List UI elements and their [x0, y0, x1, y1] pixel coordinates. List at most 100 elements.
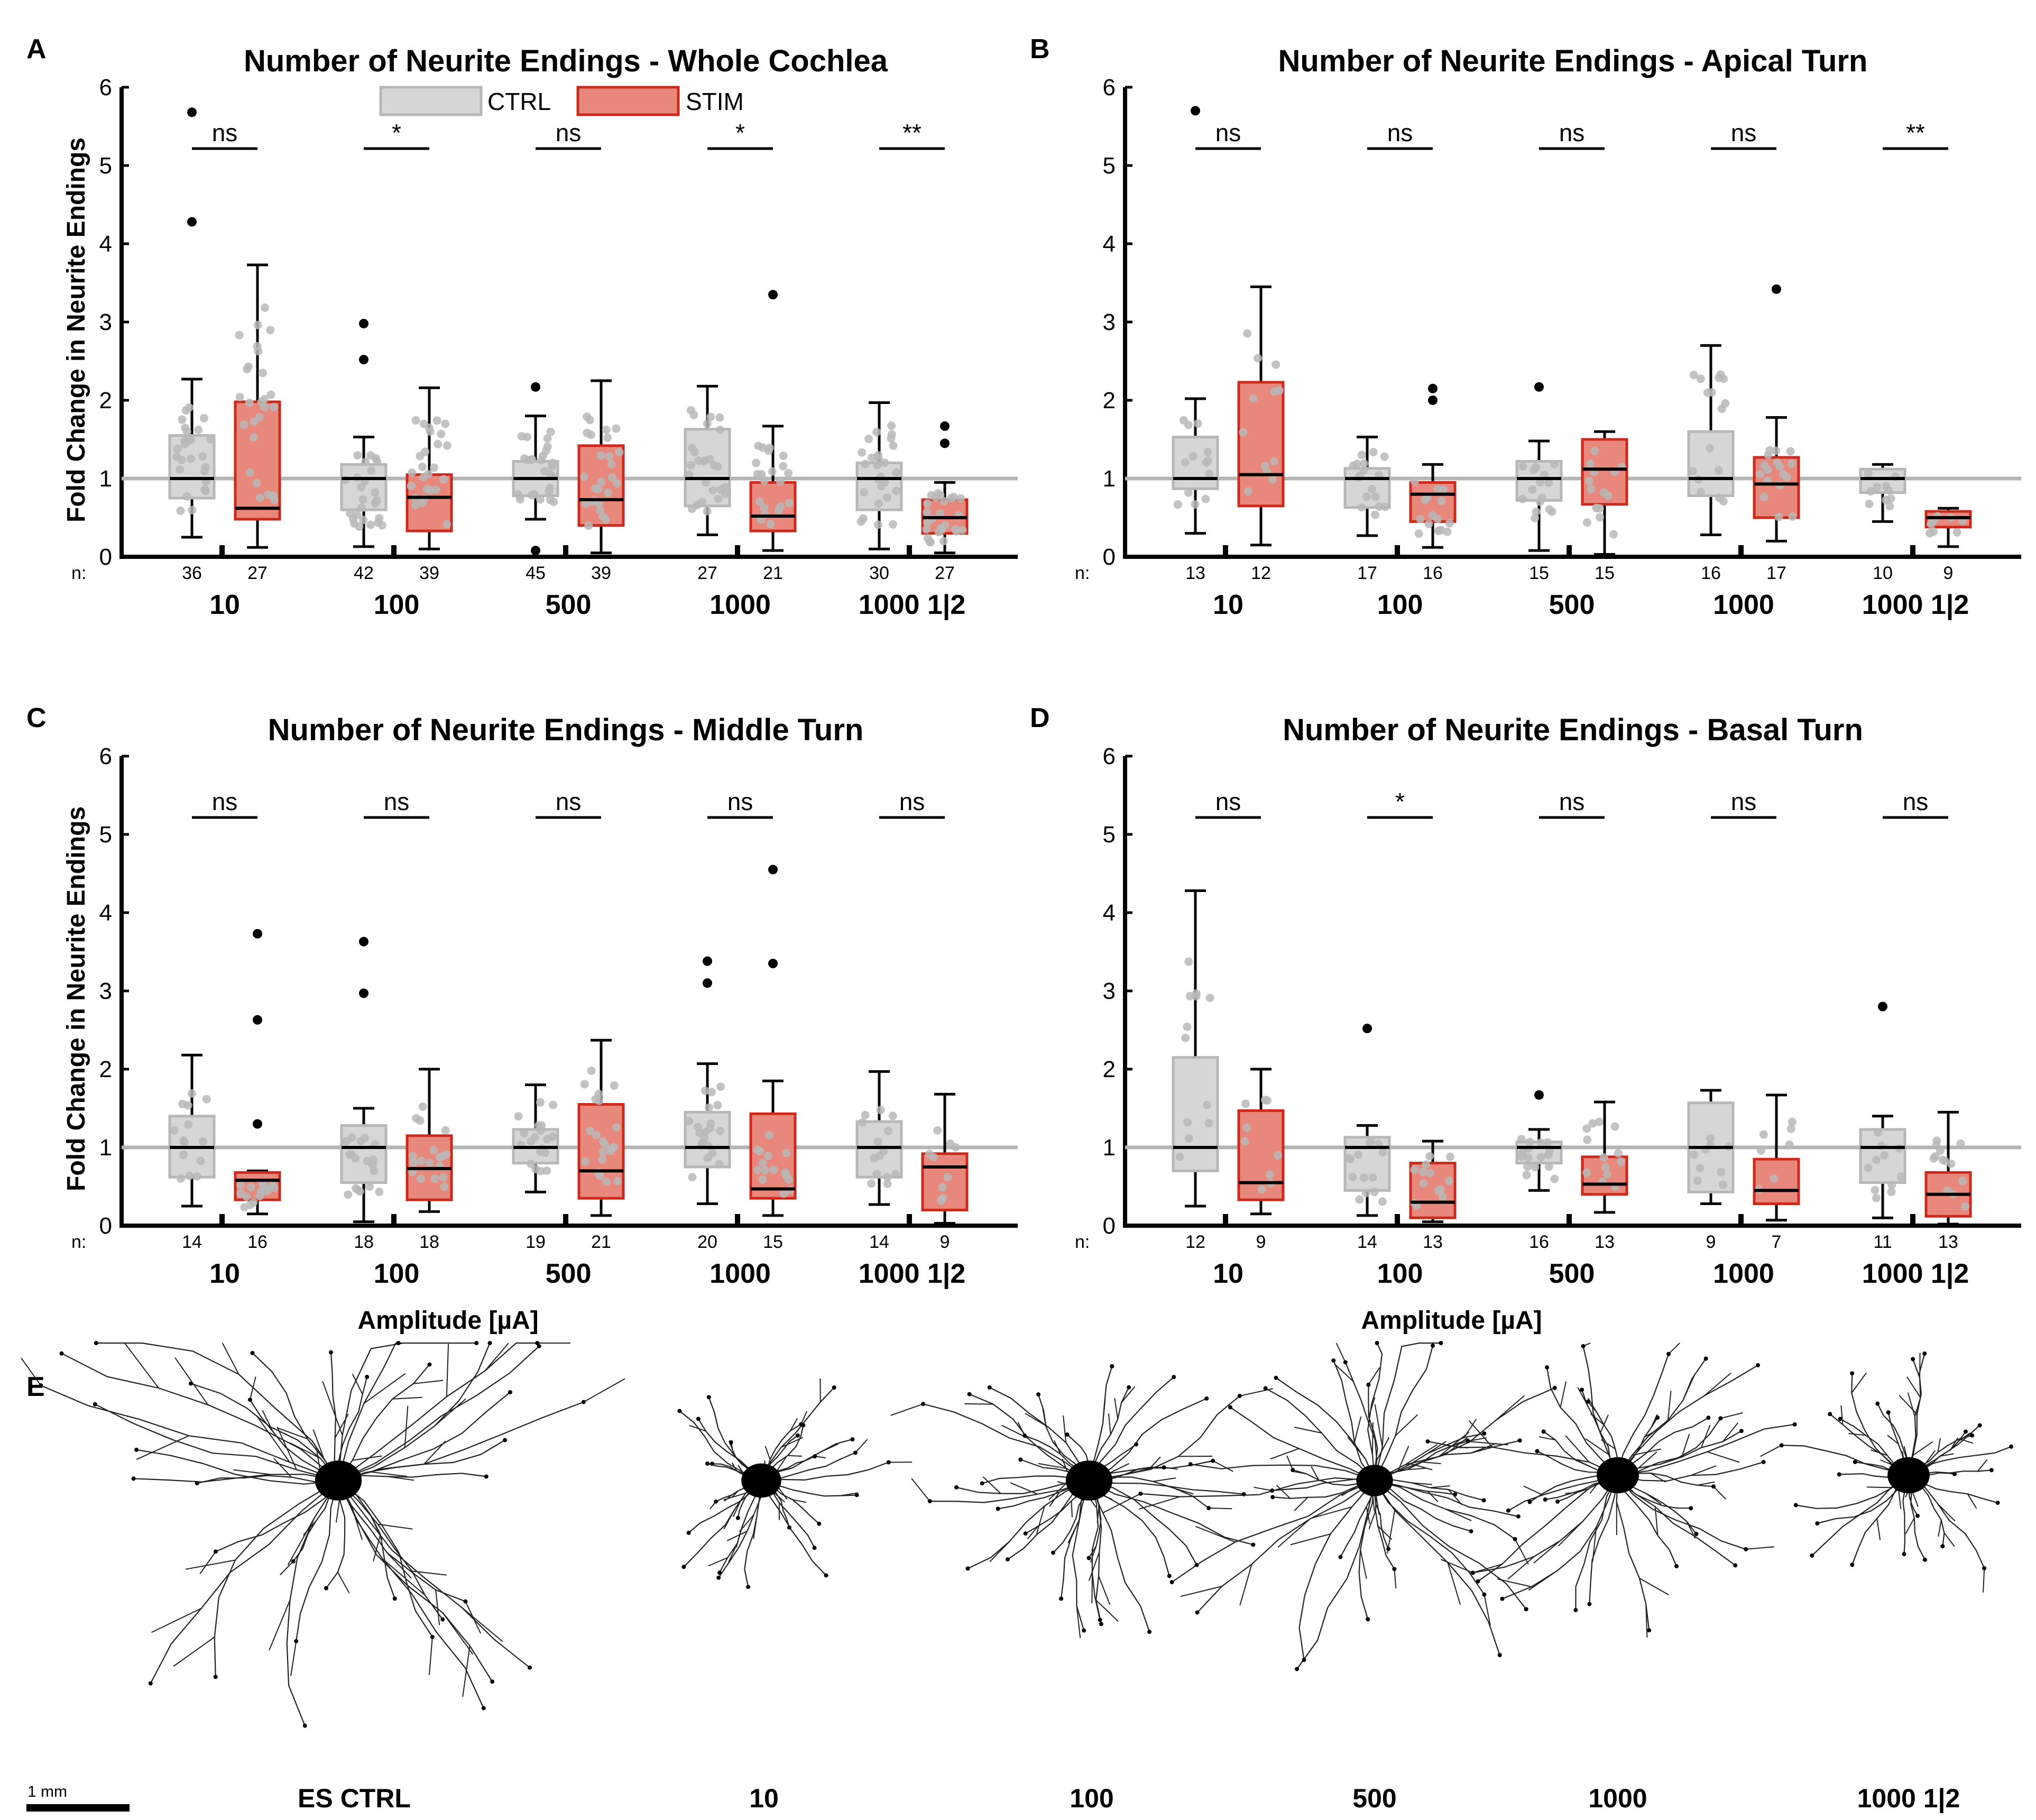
data-point	[173, 444, 182, 453]
data-point	[260, 303, 269, 312]
data-point	[1203, 456, 1212, 465]
neuron-label: 500	[1352, 1784, 1396, 1813]
neurite-branch	[1469, 1564, 1503, 1575]
n-value: 39	[419, 563, 439, 583]
data-point	[375, 1188, 384, 1197]
data-point	[409, 1158, 418, 1167]
data-point	[603, 433, 612, 442]
neurite-ending	[430, 1634, 435, 1639]
data-point	[1706, 444, 1715, 453]
neurite-branch	[708, 1557, 728, 1567]
neurite	[1088, 1480, 1150, 1632]
neurite-branch	[1590, 1413, 1604, 1425]
data-point	[716, 1082, 725, 1091]
neuron-label: 100	[1070, 1784, 1113, 1813]
data-point	[1274, 1151, 1283, 1160]
data-point	[1410, 477, 1419, 486]
category-label: 500	[1549, 590, 1595, 620]
neurite-branch	[1377, 1525, 1393, 1540]
data-point	[1368, 1173, 1377, 1182]
outlier-point	[253, 1015, 262, 1025]
neurite-branch	[1468, 1437, 1487, 1442]
neuron-label: 10	[749, 1784, 779, 1813]
data-point	[585, 416, 594, 425]
data-point	[1588, 1119, 1597, 1128]
data-point	[939, 537, 948, 546]
soma	[1356, 1465, 1393, 1496]
neurite	[718, 1480, 762, 1578]
neurite-ending	[1837, 1472, 1841, 1477]
data-point	[1872, 1193, 1881, 1202]
data-point	[781, 1171, 790, 1180]
neurite	[338, 1480, 466, 1602]
data-point	[435, 1153, 444, 1162]
stim-box-3: 15	[1581, 430, 1628, 583]
data-point	[715, 413, 724, 422]
y-tick-label: 4	[99, 900, 112, 926]
y-tick-label: 3	[1103, 309, 1116, 335]
neurite-ending	[1963, 1429, 1968, 1434]
data-point	[1788, 512, 1797, 521]
neurite-ending	[1059, 1596, 1064, 1601]
neurite	[1358, 1480, 1376, 1620]
neurite	[1171, 1479, 1375, 1583]
data-point	[1361, 1189, 1370, 1198]
data-point	[243, 365, 252, 374]
data-point	[1436, 1185, 1445, 1194]
group-separator	[1738, 1214, 1744, 1226]
data-point	[1932, 1141, 1941, 1150]
iqr-box	[1581, 438, 1628, 506]
data-point	[1926, 529, 1934, 538]
data-point	[441, 419, 450, 428]
neurite-branch	[222, 1343, 239, 1375]
stim-box-4: 17	[1753, 284, 1800, 583]
data-point	[877, 482, 886, 491]
n-value: 14	[869, 1232, 889, 1252]
neurite	[1367, 1343, 1383, 1481]
group-separator	[735, 1214, 740, 1226]
neurite	[338, 1364, 430, 1481]
data-point	[1599, 488, 1608, 497]
x-axis-label: Amplitude [µA]	[357, 1307, 538, 1335]
neurite	[1617, 1423, 1795, 1476]
neurite-ending	[1902, 1552, 1906, 1557]
neurite-branch	[1887, 1435, 1899, 1445]
neurite-branch	[1212, 1460, 1233, 1472]
neurite-ending	[1815, 1521, 1820, 1526]
neuron-label: 1000	[1588, 1784, 1647, 1813]
outlier-point	[703, 956, 712, 966]
data-point	[1961, 1202, 1970, 1211]
legend-label-stim: STIM	[686, 88, 744, 115]
scale-bar-label: 1 mm	[27, 1783, 67, 1800]
neurite-branch	[335, 1499, 340, 1523]
neurite-branch	[1667, 1391, 1672, 1421]
data-point	[873, 451, 882, 459]
data-point	[1371, 492, 1380, 501]
data-point	[1536, 1138, 1545, 1147]
neurite-ending	[59, 1351, 64, 1356]
data-point	[1191, 500, 1200, 509]
data-point	[703, 419, 712, 428]
data-point	[1592, 503, 1601, 512]
neurite-ending	[716, 1575, 721, 1580]
neurite-branch	[363, 1373, 406, 1404]
neurite-ending	[1331, 1358, 1336, 1363]
data-point	[615, 448, 624, 457]
data-point	[929, 1153, 938, 1162]
outlier-point	[253, 929, 262, 939]
data-point	[1715, 493, 1724, 502]
group-separator	[735, 545, 740, 557]
neurite	[923, 1403, 1090, 1481]
data-point	[1886, 494, 1895, 503]
neurite-branch	[1368, 1397, 1376, 1418]
neurite-ending	[886, 1460, 891, 1465]
stim-box-5: 9	[1924, 507, 1972, 583]
data-point	[1864, 1163, 1873, 1172]
neurite-branch	[1312, 1506, 1352, 1519]
neurite	[761, 1480, 827, 1576]
n-value: 14	[182, 1232, 202, 1252]
data-point	[597, 477, 606, 486]
data-point	[1205, 994, 1214, 1003]
ctrl-box-1: 14	[168, 1053, 216, 1252]
neurite	[215, 1480, 339, 1552]
